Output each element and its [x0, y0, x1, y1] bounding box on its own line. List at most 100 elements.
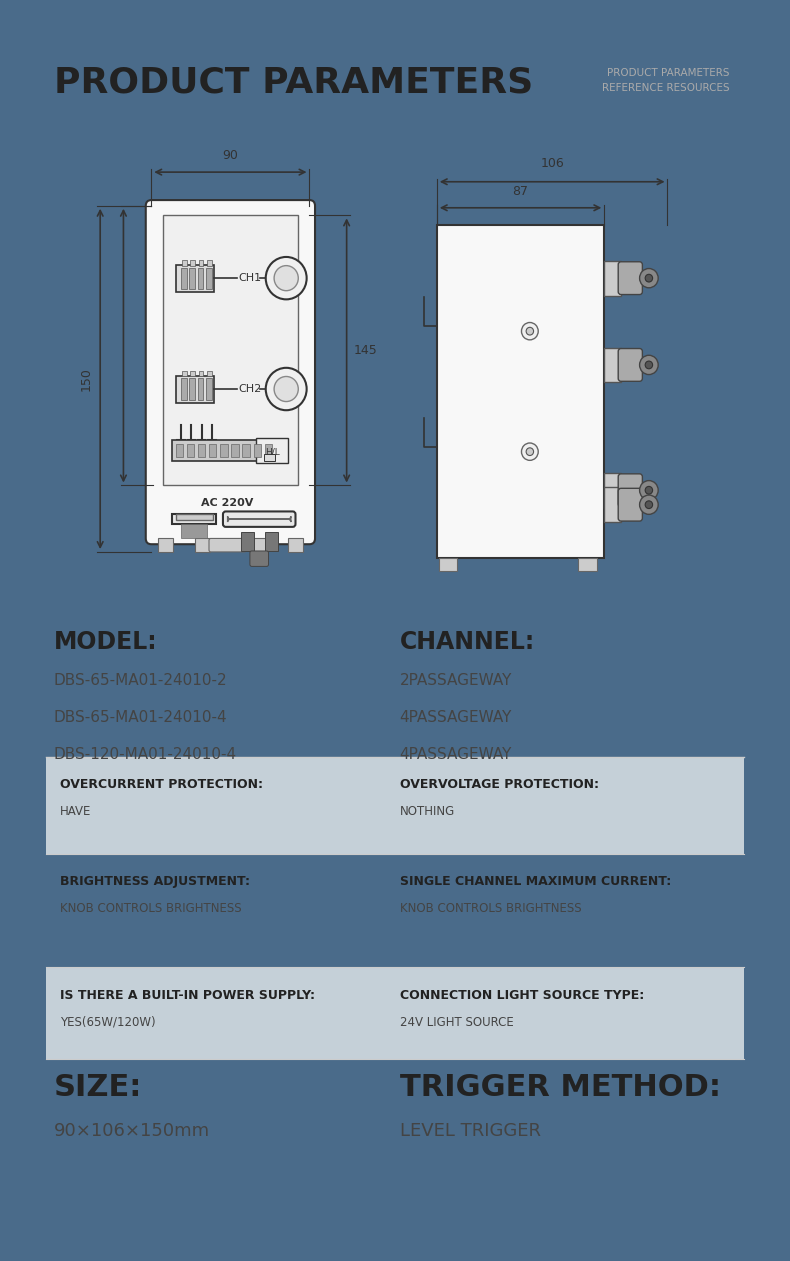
Bar	[265, 444, 273, 458]
Bar	[604, 473, 621, 508]
Text: DBS-65-MA01-24010-2: DBS-65-MA01-24010-2	[54, 673, 228, 689]
Circle shape	[526, 328, 533, 335]
FancyBboxPatch shape	[619, 474, 642, 507]
FancyBboxPatch shape	[223, 512, 295, 527]
FancyBboxPatch shape	[250, 551, 269, 566]
Bar	[251, 538, 265, 552]
Text: IS THERE A BUILT-IN POWER SUPPLY:: IS THERE A BUILT-IN POWER SUPPLY:	[60, 989, 315, 1001]
Bar	[176, 376, 213, 402]
Bar	[176, 265, 213, 291]
Text: 150: 150	[80, 367, 92, 391]
Circle shape	[640, 356, 658, 375]
Bar	[264, 454, 275, 462]
Text: TRIGGER METHOD:: TRIGGER METHOD:	[400, 1073, 720, 1102]
Bar	[604, 487, 621, 522]
Text: CONNECTION LIGHT SOURCE TYPE:: CONNECTION LIGHT SOURCE TYPE:	[400, 989, 644, 1001]
Circle shape	[274, 377, 299, 401]
Text: BRIGHTNESS ADJUSTMENT:: BRIGHTNESS ADJUSTMENT:	[60, 875, 250, 888]
Bar	[175, 514, 213, 520]
Bar	[181, 378, 186, 400]
Bar	[207, 371, 212, 377]
Text: HAVE: HAVE	[60, 806, 92, 818]
Bar	[604, 348, 621, 382]
FancyBboxPatch shape	[619, 262, 642, 295]
Bar	[158, 538, 173, 552]
FancyBboxPatch shape	[619, 348, 642, 381]
Text: 24V LIGHT SOURCE: 24V LIGHT SOURCE	[400, 1015, 514, 1029]
Text: OVERCURRENT PROTECTION:: OVERCURRENT PROTECTION:	[60, 778, 263, 792]
Bar	[206, 378, 212, 400]
Circle shape	[640, 496, 658, 514]
FancyBboxPatch shape	[209, 538, 246, 552]
Circle shape	[265, 368, 307, 410]
Bar	[47, 967, 743, 1059]
Bar	[190, 378, 195, 400]
Circle shape	[274, 266, 299, 291]
Bar	[241, 532, 254, 551]
Bar	[198, 378, 203, 400]
Text: PRODUCT PARAMETERS: PRODUCT PARAMETERS	[54, 66, 533, 100]
FancyBboxPatch shape	[146, 200, 315, 545]
Circle shape	[265, 257, 307, 299]
Text: 106: 106	[540, 158, 564, 170]
Text: 90: 90	[223, 150, 239, 163]
Text: 4PASSAGEWAY: 4PASSAGEWAY	[400, 747, 512, 762]
Text: AC 220V: AC 220V	[201, 498, 254, 508]
Text: YES(65W/120W): YES(65W/120W)	[60, 1015, 156, 1029]
Text: DBS-120-MA01-24010-4: DBS-120-MA01-24010-4	[54, 747, 237, 762]
Bar	[163, 216, 299, 485]
Text: LEVEL TRIGGER: LEVEL TRIGGER	[400, 1121, 540, 1140]
Text: PRODUCT PARAMETERS: PRODUCT PARAMETERS	[608, 68, 730, 78]
FancyBboxPatch shape	[619, 488, 642, 521]
Bar	[231, 444, 239, 458]
Bar	[195, 538, 210, 552]
Circle shape	[521, 323, 538, 340]
Text: CH1: CH1	[239, 274, 262, 284]
Bar	[257, 438, 288, 463]
Bar	[206, 267, 212, 289]
Circle shape	[640, 269, 658, 288]
Circle shape	[640, 480, 658, 499]
Text: NOTHING: NOTHING	[400, 806, 455, 818]
FancyBboxPatch shape	[228, 516, 291, 522]
Bar	[207, 260, 212, 266]
Bar	[437, 226, 604, 557]
Text: REFERENCE RESOURCES: REFERENCE RESOURCES	[602, 83, 730, 93]
Circle shape	[645, 361, 653, 368]
Bar	[288, 538, 303, 552]
Text: OVERVOLTAGE PROTECTION:: OVERVOLTAGE PROTECTION:	[400, 778, 599, 792]
Bar	[243, 444, 250, 458]
Bar	[171, 514, 216, 525]
Circle shape	[645, 275, 653, 282]
Bar	[186, 444, 194, 458]
Bar	[198, 267, 203, 289]
Bar	[578, 557, 596, 571]
Bar	[182, 371, 186, 377]
Bar	[171, 440, 265, 462]
Bar	[175, 444, 183, 458]
Text: MODEL:: MODEL:	[54, 630, 157, 654]
Circle shape	[645, 501, 653, 508]
Bar	[199, 260, 203, 266]
Bar	[47, 758, 743, 854]
Text: 145: 145	[354, 344, 378, 357]
Bar	[190, 371, 195, 377]
Bar	[181, 525, 207, 538]
Bar	[190, 260, 195, 266]
Text: CH2: CH2	[239, 385, 262, 393]
Bar	[438, 557, 457, 571]
Text: DBS-65-MA01-24010-4: DBS-65-MA01-24010-4	[54, 710, 228, 725]
Circle shape	[526, 448, 533, 455]
Text: H/L: H/L	[265, 448, 280, 456]
Text: KNOB CONTROLS BRIGHTNESS: KNOB CONTROLS BRIGHTNESS	[60, 902, 242, 915]
Bar	[254, 444, 261, 458]
Bar	[220, 444, 228, 458]
Circle shape	[521, 443, 538, 460]
Bar	[209, 444, 216, 458]
Bar	[190, 267, 195, 289]
Text: 87: 87	[513, 185, 529, 198]
Text: CHANNEL:: CHANNEL:	[400, 630, 535, 654]
Bar	[265, 532, 278, 551]
Circle shape	[645, 487, 653, 494]
Bar	[199, 371, 203, 377]
